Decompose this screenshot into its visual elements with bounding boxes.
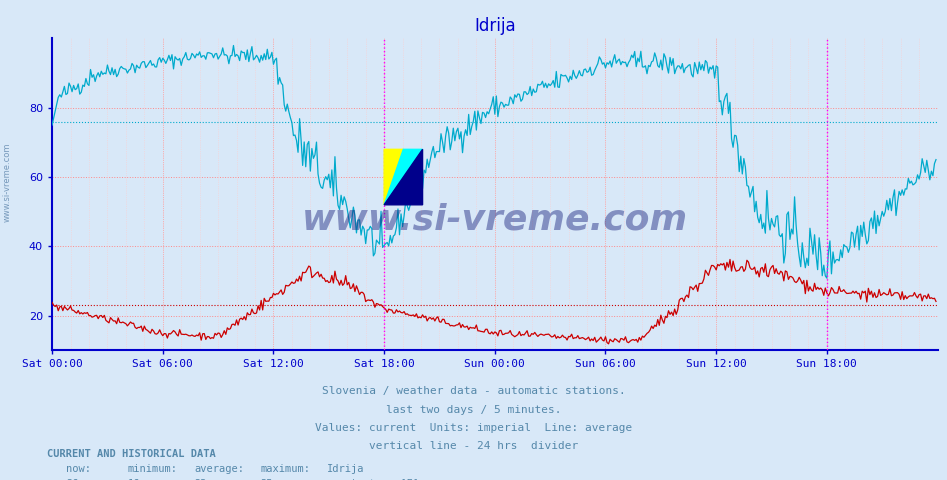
Text: 16: 16 xyxy=(128,479,140,480)
Title: Idrija: Idrija xyxy=(474,17,515,36)
Text: 35: 35 xyxy=(260,479,273,480)
Text: Slovenia / weather data - automatic stations.: Slovenia / weather data - automatic stat… xyxy=(322,386,625,396)
Text: maximum:: maximum: xyxy=(260,464,311,474)
Text: vertical line - 24 hrs  divider: vertical line - 24 hrs divider xyxy=(369,441,578,451)
Text: air temp.[F]: air temp.[F] xyxy=(344,479,419,480)
Text: ■: ■ xyxy=(327,479,338,480)
Polygon shape xyxy=(384,149,403,205)
Text: average:: average: xyxy=(194,464,244,474)
Text: minimum:: minimum: xyxy=(128,464,178,474)
Text: Values: current  Units: imperial  Line: average: Values: current Units: imperial Line: av… xyxy=(314,423,633,433)
Text: Idrija: Idrija xyxy=(327,464,365,474)
Text: now:: now: xyxy=(66,464,91,474)
Text: 26: 26 xyxy=(66,479,79,480)
Text: last two days / 5 minutes.: last two days / 5 minutes. xyxy=(385,405,562,415)
Polygon shape xyxy=(384,149,422,205)
Text: www.si-vreme.com: www.si-vreme.com xyxy=(3,143,12,222)
Text: 23: 23 xyxy=(194,479,206,480)
Text: CURRENT AND HISTORICAL DATA: CURRENT AND HISTORICAL DATA xyxy=(47,449,216,459)
Polygon shape xyxy=(384,149,422,205)
Text: www.si-vreme.com: www.si-vreme.com xyxy=(302,203,688,236)
